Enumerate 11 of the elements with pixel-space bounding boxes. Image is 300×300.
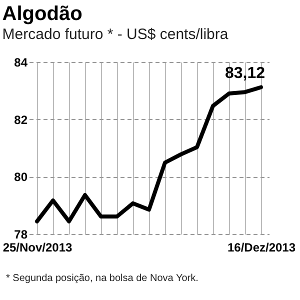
annotation: 83,12 xyxy=(224,65,266,82)
chart-subtitle: Mercado futuro * - US$ cents/libra xyxy=(2,26,229,43)
text: * Segunda posição, na bolsa de Nova York. xyxy=(5,272,200,286)
x-tick-label: 16/Dez/2013 xyxy=(227,240,296,254)
y-tick-label: 80 xyxy=(14,170,28,184)
x-tick-label: 25/Nov/2013 xyxy=(2,240,73,254)
chart-title: Algodão xyxy=(2,3,82,25)
y-tick-label: 82 xyxy=(14,112,28,127)
y-tick-label: 78 xyxy=(14,228,28,242)
line-series xyxy=(35,85,263,224)
y-tick-label: 84 xyxy=(14,56,28,70)
